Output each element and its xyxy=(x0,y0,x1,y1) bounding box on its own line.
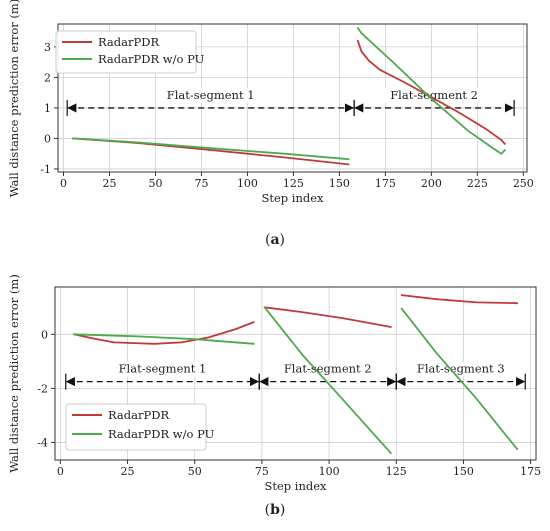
segment-label: Flat-segment 2 xyxy=(284,362,372,376)
legend: RadarPDR RadarPDR w/o PU xyxy=(65,403,215,451)
y-tick-label: 3 xyxy=(44,41,51,54)
legend: RadarPDR RadarPDR w/o PU xyxy=(55,30,205,74)
series-line-radarpdr xyxy=(356,39,506,145)
segment-label-bg xyxy=(111,361,214,377)
series-line-radarpdr-wo-pu xyxy=(263,306,392,455)
segment-label-bg xyxy=(276,361,379,377)
segment-label: Flat-segment 3 xyxy=(417,362,505,376)
segment-label-bg xyxy=(382,87,486,103)
series-line-radarpdr-wo-pu xyxy=(71,137,350,161)
legend-entry: RadarPDR w/o PU xyxy=(98,52,205,66)
x-tick-label: 75 xyxy=(255,465,269,478)
figure-caption: (b) xyxy=(265,502,286,518)
y-tick-label: -2 xyxy=(37,382,48,395)
y-tick-label: 0 xyxy=(44,132,51,145)
plot-frame xyxy=(54,286,537,461)
x-tick-label: 50 xyxy=(188,465,202,478)
series-line-radarpdr xyxy=(72,321,255,345)
y-tick-label: -4 xyxy=(37,436,48,449)
series-line-radarpdr xyxy=(400,294,519,305)
plot-frame xyxy=(57,23,528,173)
x-tick-label: 0 xyxy=(57,465,64,478)
x-tick-label: 25 xyxy=(102,177,116,190)
caption-letter: a xyxy=(270,232,279,248)
y-tick-label: 1 xyxy=(44,102,51,115)
chart-a: 0 25 50 75 100 125 150 175 200 225 250 -1 0 1 2 3 Step i… xyxy=(7,0,534,248)
caption-letter: b xyxy=(270,502,280,518)
x-tick-label: 75 xyxy=(194,177,208,190)
legend-entry: RadarPDR w/o PU xyxy=(108,427,215,441)
x-tick-label: 125 xyxy=(386,465,407,478)
x-tick-label: 200 xyxy=(421,177,442,190)
segment-label-bg xyxy=(409,361,512,377)
x-tick-label: 25 xyxy=(121,465,135,478)
y-tick-label: 2 xyxy=(44,71,51,84)
series-line-radarpdr xyxy=(71,137,350,166)
x-tick-label: 175 xyxy=(375,177,396,190)
segment-label: Flat-segment 1 xyxy=(167,88,255,102)
x-tick-label: 125 xyxy=(283,177,304,190)
x-tick-label: 225 xyxy=(467,177,488,190)
chart-b: 0 25 50 75 100 125 150 175 -4 -2 0 Step index Wall d… xyxy=(7,274,541,518)
x-axis-label: Step index xyxy=(264,479,327,493)
x-tick-label: 175 xyxy=(520,465,541,478)
legend-entry: RadarPDR xyxy=(108,408,169,422)
series-line-radarpdr-wo-pu xyxy=(356,27,506,155)
x-tick-label: 250 xyxy=(513,177,534,190)
x-tick-label: 150 xyxy=(453,465,474,478)
segment-label: Flat-segment 2 xyxy=(390,88,478,102)
x-tick-label: 100 xyxy=(319,465,340,478)
segment-label-bg xyxy=(159,87,262,103)
series-line-radarpdr-wo-pu xyxy=(72,333,255,345)
y-axis-label: Wall distance prediction error (m) xyxy=(7,0,21,197)
y-tick-label: -1 xyxy=(40,163,51,176)
legend-entry: RadarPDR xyxy=(98,35,159,49)
x-axis-label: Step index xyxy=(261,191,324,205)
y-tick-label: 0 xyxy=(41,328,48,341)
figure-caption: (a) xyxy=(265,232,285,248)
x-tick-label: 50 xyxy=(148,177,162,190)
segment-label: Flat-segment 1 xyxy=(119,362,207,376)
x-tick-label: 150 xyxy=(329,177,350,190)
x-tick-label: 0 xyxy=(60,177,67,190)
x-tick-label: 100 xyxy=(237,177,258,190)
y-axis-label: Wall distance prediction error (m) xyxy=(7,274,21,473)
series-line-radarpdr-wo-pu xyxy=(400,307,519,451)
series-line-radarpdr xyxy=(263,306,392,328)
